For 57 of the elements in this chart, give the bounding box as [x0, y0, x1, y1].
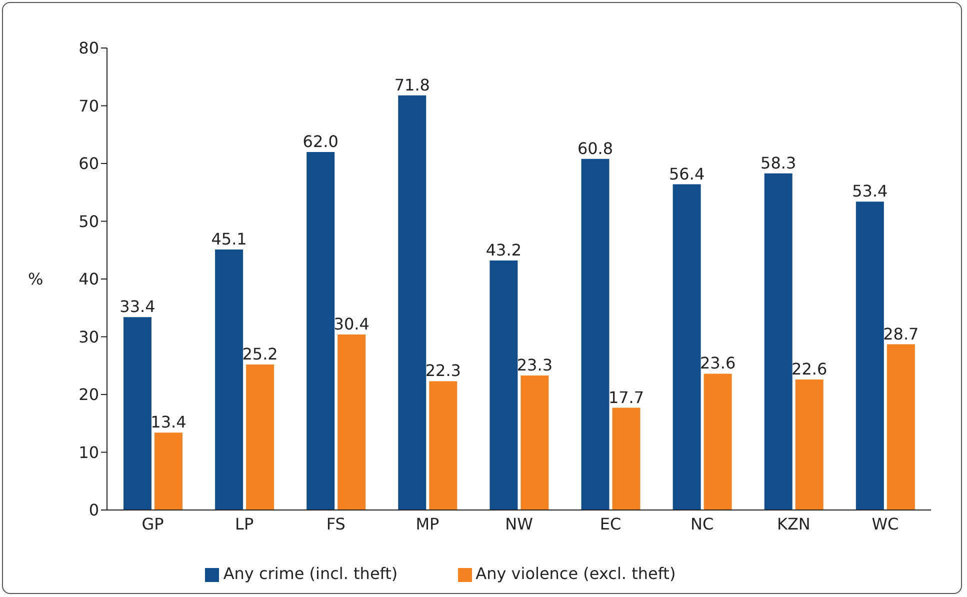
bar — [154, 432, 182, 510]
bar — [704, 374, 732, 510]
data-label: 33.4 — [120, 297, 156, 316]
bar — [795, 379, 824, 510]
x-tick-label: NC — [690, 514, 714, 534]
x-tick-label: MP — [416, 514, 440, 534]
data-label: 28.7 — [883, 324, 919, 344]
bar — [672, 184, 701, 510]
data-label: 17.7 — [608, 388, 644, 407]
y-tick-label: 40 — [78, 270, 99, 289]
bar — [856, 202, 884, 510]
data-label: 23.3 — [516, 355, 553, 374]
data-label: 53.4 — [852, 182, 888, 201]
x-tick-label: GP — [142, 514, 164, 534]
data-label: 43.2 — [486, 240, 522, 260]
bar — [764, 173, 792, 510]
x-tick-label: NW — [505, 514, 534, 534]
data-label: 22.3 — [425, 361, 461, 380]
data-label: 22.6 — [792, 359, 828, 378]
y-tick-label: 10 — [78, 442, 99, 462]
bar — [306, 152, 335, 510]
bar — [581, 158, 610, 510]
y-tick-label: 80 — [78, 38, 99, 58]
data-label: 56.4 — [669, 164, 705, 184]
data-label: 25.2 — [242, 344, 278, 364]
data-label: 71.8 — [394, 75, 430, 94]
y-tick-label: 70 — [78, 96, 99, 116]
bar — [215, 250, 244, 510]
y-tick-label: 50 — [78, 212, 99, 231]
legend-label: Any crime (incl. theft) — [223, 564, 398, 583]
x-tick-label: LP — [235, 514, 254, 534]
data-label: 23.6 — [700, 354, 736, 373]
bar — [490, 260, 518, 510]
data-label: 45.1 — [211, 230, 247, 249]
x-tick-label: FS — [326, 514, 346, 534]
y-tick-label: 20 — [78, 385, 99, 404]
data-label: 13.4 — [150, 412, 186, 432]
legend-label: Any violence (excl. theft) — [476, 564, 676, 583]
bar — [398, 95, 426, 510]
x-tick-label: EC — [600, 514, 622, 534]
bar — [520, 375, 549, 510]
y-axis-title: % — [28, 270, 44, 289]
bar — [123, 317, 152, 510]
data-label: 58.3 — [760, 153, 796, 172]
y-tick-label: 0 — [88, 500, 99, 520]
data-label: 60.8 — [577, 138, 614, 158]
bar — [246, 364, 274, 510]
x-tick-label: KZN — [776, 514, 810, 534]
y-tick-label: 60 — [78, 154, 99, 174]
data-label: 30.4 — [334, 314, 370, 334]
bar — [886, 344, 915, 510]
bar — [612, 408, 640, 510]
bar — [338, 334, 366, 510]
y-tick-label: 30 — [78, 327, 99, 346]
data-label: 62.0 — [302, 132, 338, 151]
x-tick-label: WC — [872, 514, 899, 534]
bar — [429, 381, 458, 510]
